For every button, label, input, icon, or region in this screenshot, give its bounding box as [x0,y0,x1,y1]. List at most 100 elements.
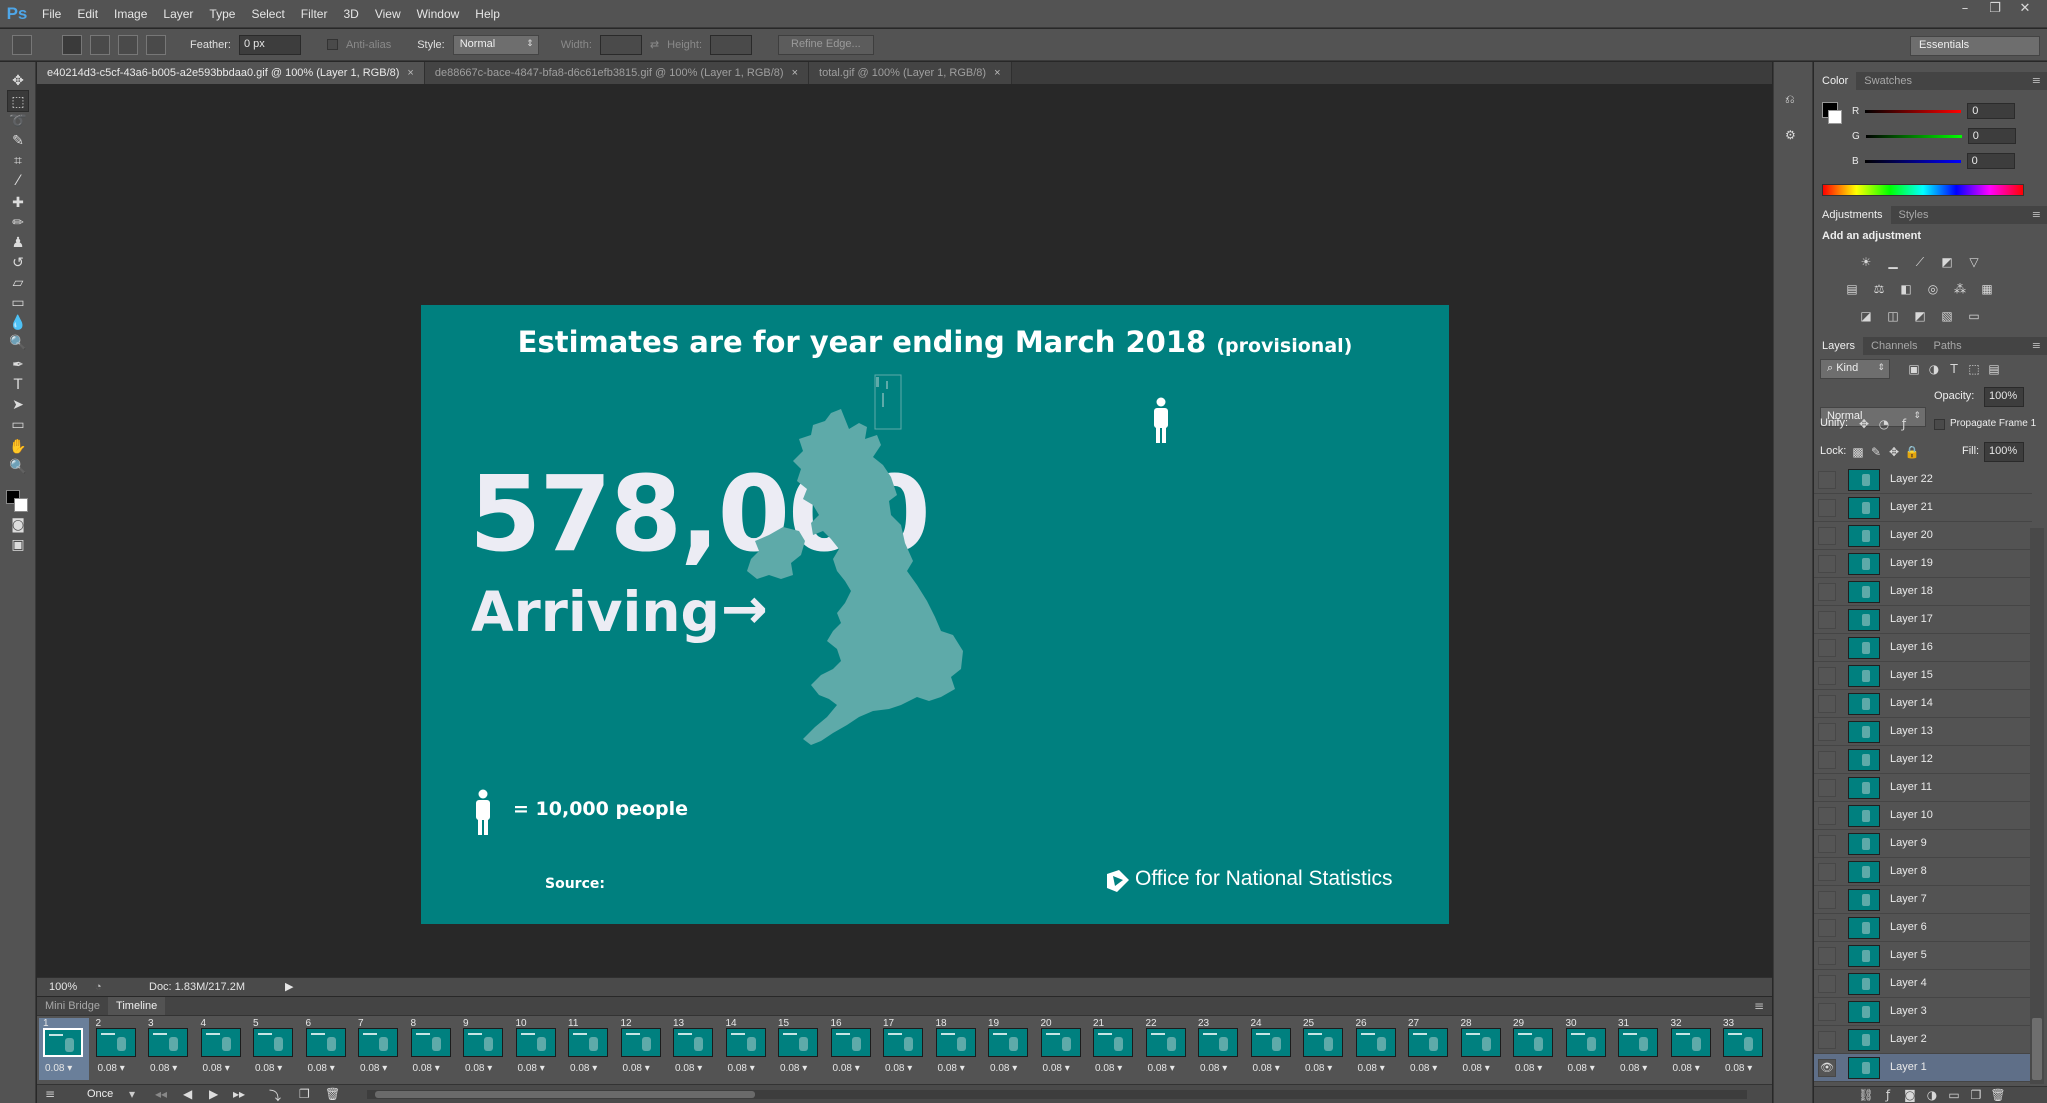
tab-adjustments[interactable]: Adjustments [1814,206,1891,224]
timeline-frame[interactable]: 20 0.08 ▾ [1037,1018,1087,1080]
refine-edge-button[interactable]: Refine Edge... [778,34,874,55]
background-color-swatch[interactable] [14,498,28,512]
timeline-frame[interactable]: 31 0.08 ▾ [1614,1018,1664,1080]
lock-all-icon[interactable]: 🔒 [1904,445,1920,459]
lock-image-icon[interactable]: ✎ [1870,445,1882,459]
new-adjustment-icon[interactable]: ◑ [1926,1088,1938,1102]
red-slider[interactable] [1865,109,1962,113]
tab-timeline[interactable]: Timeline [108,997,166,1015]
play-icon[interactable]: ▶ [209,1087,219,1101]
visibility-eye-icon[interactable]: 👁 [1818,1059,1836,1077]
frame-delay[interactable]: 0.08 ▾ [1725,1063,1753,1074]
timeline-frame[interactable]: 19 0.08 ▾ [984,1018,1034,1080]
frame-delay[interactable]: 0.08 ▾ [885,1063,913,1074]
frame-delay[interactable]: 0.08 ▾ [255,1063,283,1074]
close-tab-icon[interactable]: × [791,67,799,79]
timeline-frame[interactable]: 15 0.08 ▾ [774,1018,824,1080]
previous-frame-icon[interactable]: ◀ [183,1087,193,1101]
timeline-frame[interactable]: 21 0.08 ▾ [1089,1018,1139,1080]
timeline-options-icon[interactable]: ≡ [45,1087,56,1101]
opacity-input[interactable]: 100% [1984,387,2024,407]
layer-row[interactable]: Layer 18 [1814,578,2032,606]
timeline-scroll-thumb[interactable] [375,1091,755,1098]
posterize-icon[interactable]: ◫ [1887,309,1899,323]
filter-smart-object-icon[interactable]: ▤ [1988,362,2000,376]
add-selection-icon[interactable] [90,34,110,55]
frame-delay[interactable]: 0.08 ▾ [780,1063,808,1074]
tab-document-2[interactable]: de88667c-bace-4847-bfa8-d6c61efb3815.gif… [424,62,810,84]
screen-mode-icon[interactable]: ▣ [11,537,25,553]
blue-slider[interactable] [1864,159,1961,163]
menu-image[interactable]: Image [114,6,148,21]
menu-window[interactable]: Window [416,6,460,21]
selective-color-icon[interactable]: ▧ [1941,309,1953,323]
timeline-frame[interactable]: 11 0.08 ▾ [564,1018,614,1080]
menu-file[interactable]: File [42,6,62,21]
layer-row[interactable]: Layer 9 [1814,830,2032,858]
timeline-frame[interactable]: 25 0.08 ▾ [1299,1018,1349,1080]
visibility-eye-icon[interactable] [1818,583,1836,601]
frame-delay[interactable]: 0.08 ▾ [360,1063,388,1074]
delete-layer-icon[interactable]: 🗑 [1990,1088,2006,1102]
timeline-frame[interactable]: 9 0.08 ▾ [459,1018,509,1080]
first-frame-icon[interactable]: ◂◂ [155,1087,168,1101]
color-balance-icon[interactable]: ⚖ [1873,282,1885,296]
width-input[interactable] [599,34,642,55]
timeline-frame[interactable]: 30 0.08 ▾ [1562,1018,1612,1080]
timeline-frame[interactable]: 29 0.08 ▾ [1509,1018,1559,1080]
timeline-frame[interactable]: 17 0.08 ▾ [879,1018,929,1080]
history-panel-icon[interactable]: ⎌ [1785,92,1795,106]
timeline-frame[interactable]: 33 0.08 ▾ [1719,1018,1769,1080]
frame-delay[interactable]: 0.08 ▾ [465,1063,493,1074]
frame-delay[interactable]: 0.08 ▾ [1042,1063,1070,1074]
vibrance-icon[interactable]: ▽ [1969,255,1979,269]
brush-tool-icon[interactable]: ✏ [12,215,24,231]
visibility-eye-icon[interactable] [1818,555,1836,573]
marquee-tool-icon[interactable]: ⬚ [7,90,29,112]
lock-position-icon[interactable]: ✥ [1888,445,1900,459]
blend-mode-select[interactable]: Normal [1820,407,1926,427]
color-lookup-icon[interactable]: ▦ [1981,282,1993,296]
filter-shape-icon[interactable]: ⬚ [1968,362,1980,376]
frame-delay[interactable]: 0.08 ▾ [937,1063,965,1074]
tab-color[interactable]: Color [1814,72,1857,90]
timeline-frame[interactable]: 4 0.08 ▾ [197,1018,247,1080]
timeline-frame[interactable]: 16 0.08 ▾ [827,1018,877,1080]
timeline-frame[interactable]: 14 0.08 ▾ [722,1018,772,1080]
next-frame-icon[interactable]: ▸▸ [233,1087,246,1101]
frame-delay[interactable]: 0.08 ▾ [1620,1063,1648,1074]
frame-delay[interactable]: 0.08 ▾ [622,1063,650,1074]
visibility-eye-icon[interactable] [1818,947,1836,965]
timeline-frame[interactable]: 24 0.08 ▾ [1247,1018,1297,1080]
visibility-eye-icon[interactable] [1818,975,1836,993]
visibility-eye-icon[interactable] [1818,919,1836,937]
gradient-map-icon[interactable]: ▭ [1968,309,1980,323]
visibility-eye-icon[interactable] [1818,471,1836,489]
layer-row[interactable]: Layer 22 [1814,466,2032,494]
unify-style-icon[interactable]: ƒ [1901,417,1907,431]
exposure-icon[interactable]: ◩ [1941,255,1953,269]
frame-delay[interactable]: 0.08 ▾ [1252,1063,1280,1074]
panel-menu-icon[interactable]: ≡ [1753,999,1764,1013]
layer-row[interactable]: Layer 11 [1814,774,2032,802]
frame-delay[interactable]: 0.08 ▾ [1305,1063,1333,1074]
healing-tool-icon[interactable]: ✚ [12,195,24,211]
visibility-eye-icon[interactable] [1818,863,1836,881]
frame-delay[interactable]: 0.08 ▾ [990,1063,1018,1074]
blue-value[interactable]: 0 [1966,153,2015,169]
new-selection-icon[interactable] [62,34,82,55]
properties-panel-icon[interactable]: ⚙ [1785,128,1796,142]
menu-select[interactable]: Select [251,6,285,21]
layer-row[interactable]: 👁 Layer 1 [1814,1054,2032,1082]
menu-edit[interactable]: Edit [77,6,99,21]
frame-delay[interactable]: 0.08 ▾ [45,1063,73,1074]
document-canvas[interactable]: Estimates are for year ending March 2018… [421,305,1449,924]
status-menu-icon[interactable]: ▶ [285,981,294,993]
shape-tool-icon[interactable]: ▭ [11,417,25,433]
visibility-eye-icon[interactable] [1818,835,1836,853]
frame-delay[interactable]: 0.08 ▾ [1095,1063,1123,1074]
duplicate-frame-icon[interactable]: ❐ [299,1087,310,1101]
visibility-eye-icon[interactable] [1818,667,1836,685]
filter-adjustment-icon[interactable]: ◑ [1928,362,1940,376]
panel-menu-icon[interactable]: ≡ [2031,339,2041,352]
